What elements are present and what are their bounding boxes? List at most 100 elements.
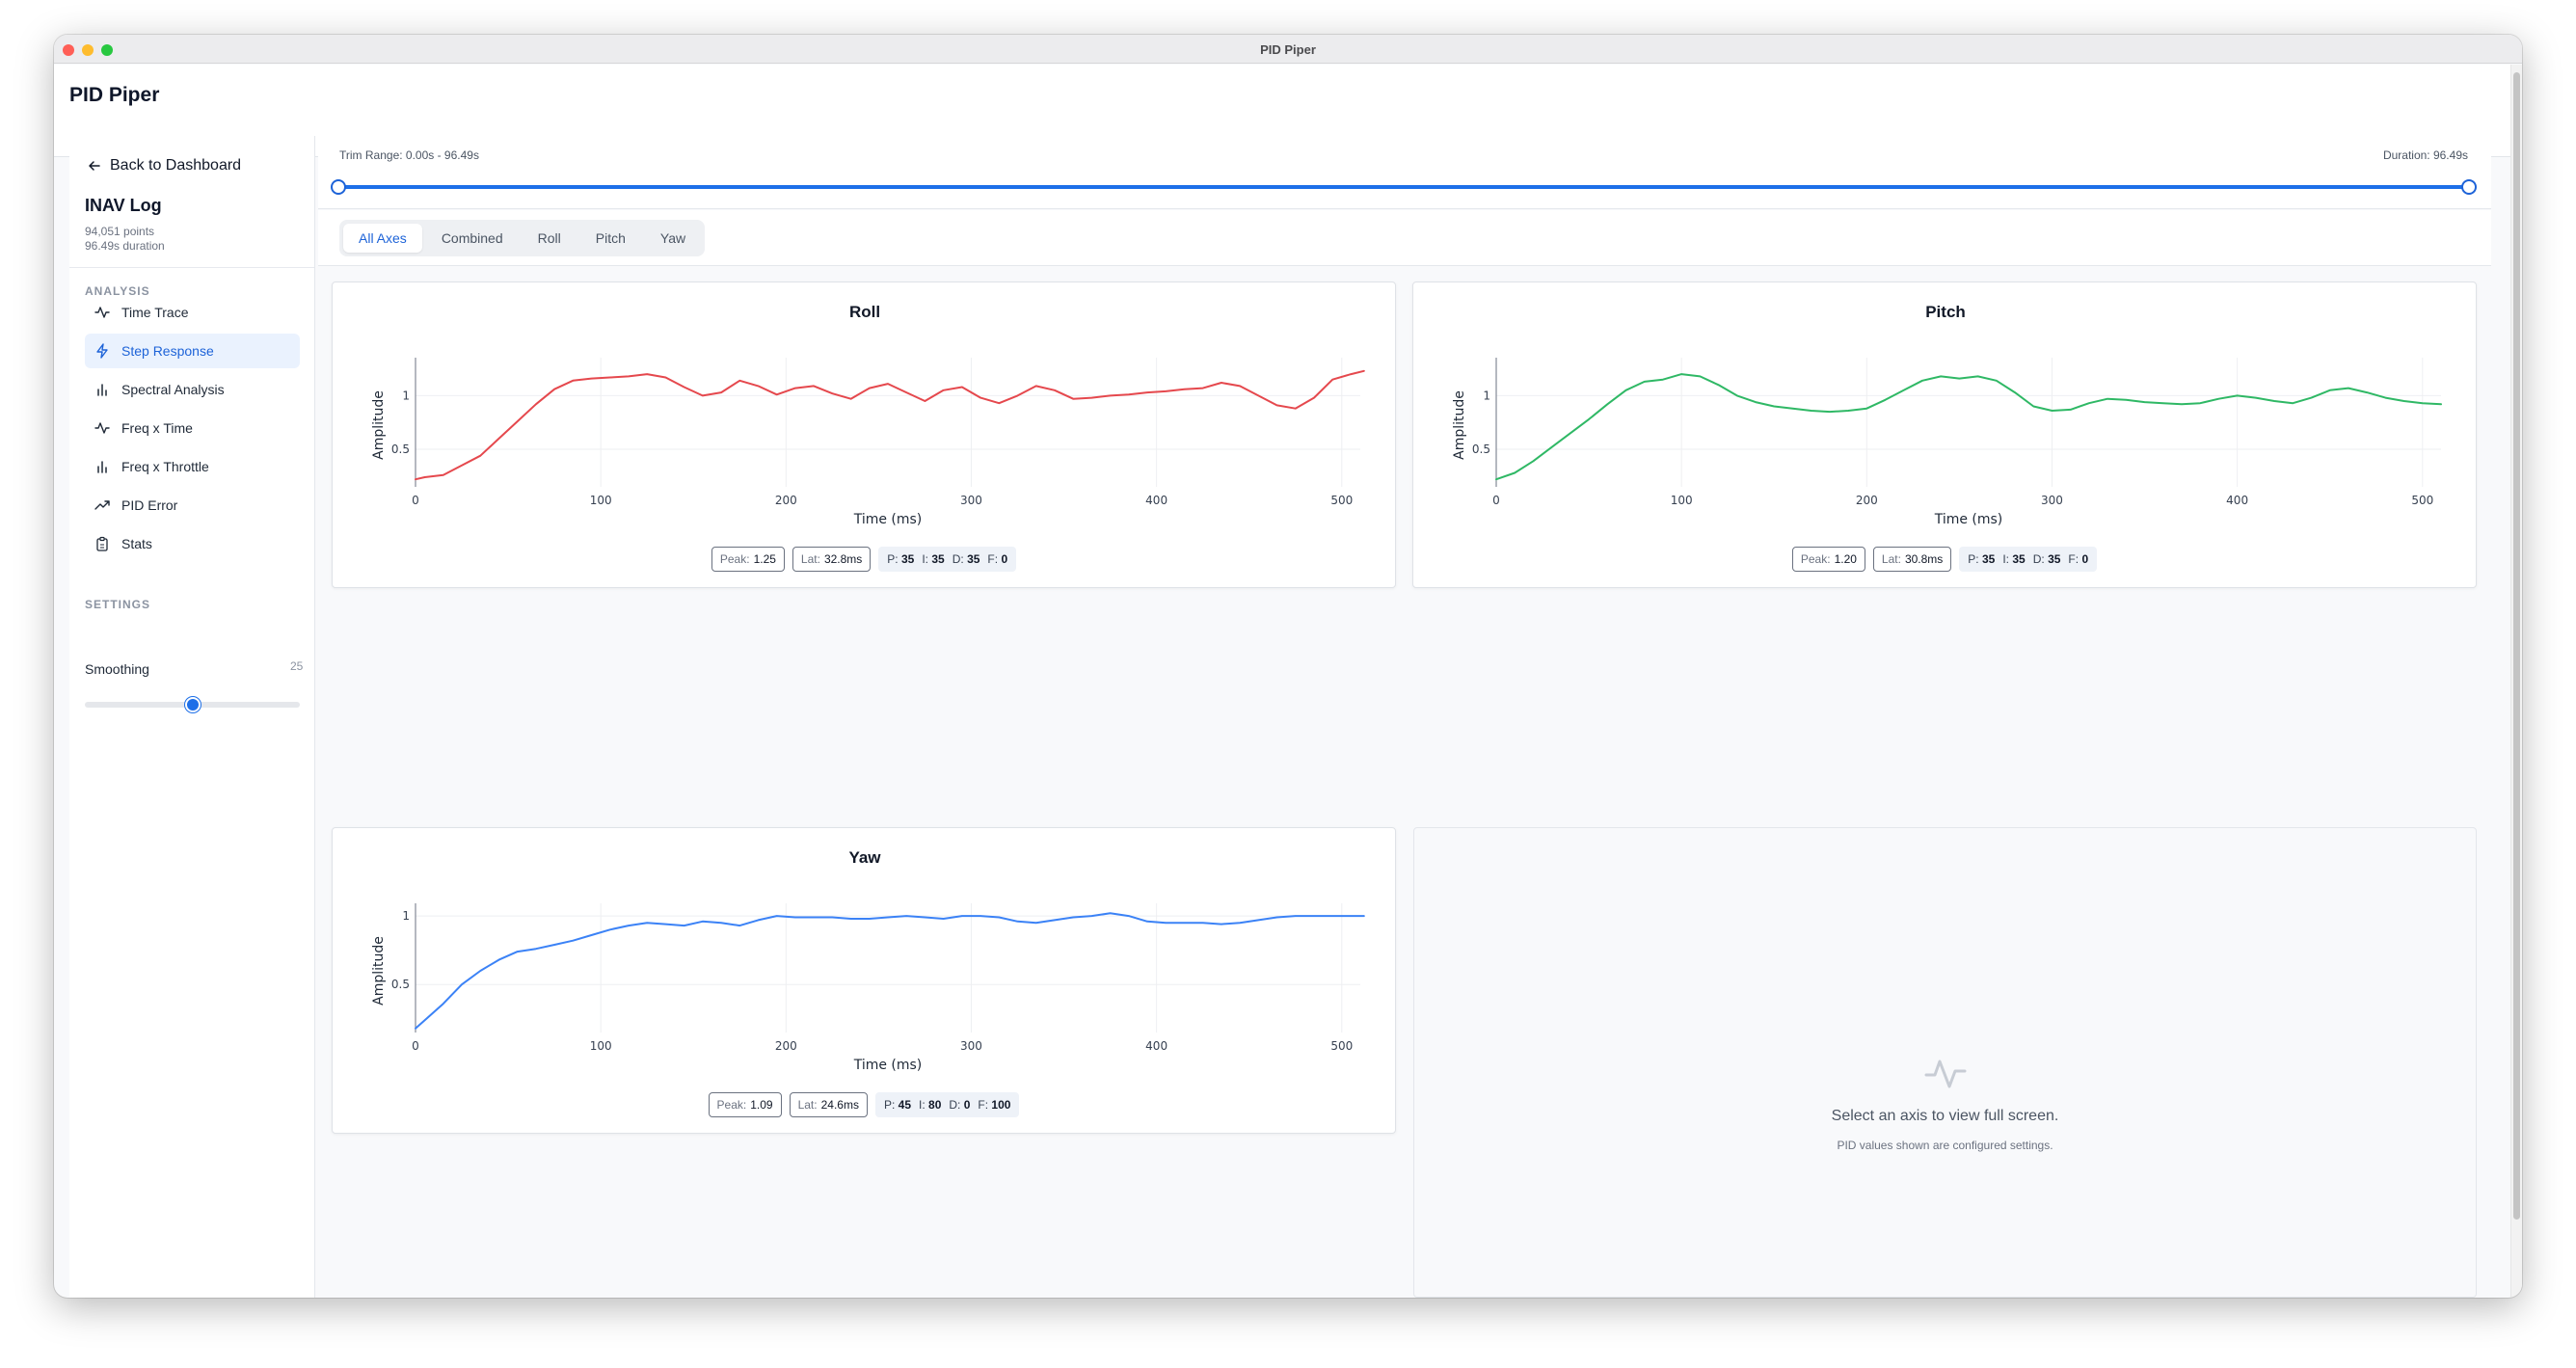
x-axis-label: Time (ms) <box>853 1058 923 1073</box>
y-axis-label: Amplitude <box>371 390 387 460</box>
sidebar-item-step-response[interactable]: Step Response <box>85 334 300 368</box>
settings-section-label: SETTINGS <box>85 598 151 611</box>
tab-yaw[interactable]: Yaw <box>659 230 686 246</box>
x-tick-label: 500 <box>2411 494 2433 507</box>
log-points: 94,051 points <box>85 225 155 238</box>
arrow-left-icon <box>89 161 100 171</box>
y-tick-label: 1 <box>402 909 410 923</box>
x-tick-label: 100 <box>590 494 612 507</box>
x-axis-label: Time (ms) <box>853 512 923 527</box>
sidebar-item-stats[interactable]: Stats <box>85 526 300 561</box>
sidebar-item-freq-x-throttle[interactable]: Freq x Throttle <box>85 449 300 484</box>
peak-badge: Peak: 1.09 <box>708 1092 782 1117</box>
scrollbar-thumb[interactable] <box>2513 72 2520 1220</box>
sidebar-item-label: PID Error <box>121 497 178 513</box>
sidebar-item-label: Spectral Analysis <box>121 382 225 397</box>
x-axis-label: Time (ms) <box>1934 512 2003 527</box>
x-tick-label: 0 <box>412 1039 419 1053</box>
sidebar-item-freq-x-time[interactable]: Freq x Time <box>85 411 300 445</box>
sidebar-item-label: Freq x Throttle <box>121 459 209 474</box>
analysis-section-label: ANALYSIS <box>85 284 150 298</box>
sidebar-divider <box>69 267 314 268</box>
y-axis-label: Amplitude <box>371 936 387 1006</box>
smoothing-slider-thumb[interactable] <box>184 697 201 712</box>
trim-range-track[interactable] <box>338 185 2469 189</box>
log-duration: 96.49s duration <box>85 239 165 253</box>
x-tick-label: 500 <box>1330 1039 1353 1053</box>
x-tick-label: 0 <box>1492 494 1500 507</box>
sidebar-item-label: Stats <box>121 536 152 551</box>
app-title: PID Piper <box>69 84 160 106</box>
sidebar-item-label: Freq x Time <box>121 420 193 436</box>
x-tick-label: 500 <box>1330 494 1353 507</box>
y-tick-label: 0.5 <box>391 443 410 456</box>
trim-start-handle[interactable] <box>331 179 346 195</box>
bar-chart-icon <box>97 461 107 473</box>
zap-icon <box>96 343 108 359</box>
x-tick-label: 100 <box>590 1039 612 1053</box>
roll-chart-card[interactable]: Roll 0 100 200 300 400 500 0.5 1 Time (ms) Amplitu… <box>332 282 1396 588</box>
close-window-button[interactable] <box>63 44 74 56</box>
y-tick-label: 1 <box>402 389 410 402</box>
vertical-scrollbar[interactable] <box>2510 65 2522 1298</box>
activity-icon <box>94 422 110 434</box>
tab-pitch[interactable]: Pitch <box>595 230 626 246</box>
pid-values-badge: P: 45 I: 80 D: 0 F: 100 <box>874 1092 1020 1117</box>
sidebar-item-label: Step Response <box>121 343 214 359</box>
roll-step-response-chart: Roll 0 100 200 300 400 500 0.5 1 Time (ms) Amplitu… <box>371 303 1365 527</box>
series-line-1 <box>415 369 1365 481</box>
chart-title: Pitch <box>1925 303 1966 321</box>
x-tick-label: 400 <box>1145 494 1167 507</box>
zoom-window-button[interactable] <box>101 44 113 56</box>
sidebar-item-spectral-analysis[interactable]: Spectral Analysis <box>85 372 300 407</box>
x-tick-label: 400 <box>1145 1039 1167 1053</box>
x-tick-label: 100 <box>1671 494 1693 507</box>
axis-tabs: All Axes Combined Roll Pitch Yaw <box>339 220 706 256</box>
smoothing-value: 25 <box>290 659 304 673</box>
trending-up-icon <box>94 500 110 510</box>
yaw-stats-row: Peak: 1.09 Lat: 24.6ms P: 45 I: 80 D: 0 F:… <box>333 1092 1395 1117</box>
clipboard-icon <box>96 536 108 551</box>
pitch-chart-card[interactable]: Pitch 0 100 200 300 400 500 0.5 1 Time (ms) Amplit… <box>1412 282 2477 588</box>
yaw-chart-card[interactable]: Yaw 0 100 200 300 400 500 0.5 1 Time (ms) Amplitud… <box>332 827 1396 1134</box>
x-tick-label: 400 <box>2226 494 2248 507</box>
x-tick-label: 200 <box>775 1039 797 1053</box>
y-tick-label: 1 <box>1483 389 1490 402</box>
log-title: INAV Log <box>85 196 162 215</box>
fullscreen-placeholder-panel: Select an axis to view full screen. PID … <box>1413 827 2477 1298</box>
trim-range-label: Trim Range: 0.00s - 96.49s <box>339 148 479 162</box>
series-line-1 <box>1495 373 2442 481</box>
app-window: PID Piper PID Piper Back to Dashboard IN… <box>54 35 2522 1298</box>
roll-stats-row: Peak: 1.25 Lat: 32.8ms P: 35 I: 35 D: 35 F… <box>333 547 1395 572</box>
back-to-dashboard-link[interactable]: Back to Dashboard <box>87 157 241 174</box>
back-label: Back to Dashboard <box>110 157 242 174</box>
axis-tab-bar: All Axes Combined Roll Pitch Yaw <box>318 210 2491 266</box>
chart-title: Roll <box>849 303 880 321</box>
window-title: PID Piper <box>1260 42 1316 57</box>
title-bar: PID Piper <box>54 35 2522 64</box>
sidebar-item-time-trace[interactable]: Time Trace <box>85 295 300 330</box>
smoothing-label: Smoothing <box>85 661 149 677</box>
peak-badge: Peak: 1.20 <box>1791 547 1865 572</box>
trim-end-handle[interactable] <box>2461 179 2477 195</box>
bar-chart-icon <box>97 384 107 396</box>
x-tick-label: 0 <box>412 494 419 507</box>
tab-combined[interactable]: Combined <box>441 230 503 246</box>
chart-title: Yaw <box>848 848 881 867</box>
pid-values-badge: P: 35 I: 35 D: 35 F: 0 <box>1959 547 2098 572</box>
sidebar-item-pid-error[interactable]: PID Error <box>85 488 300 523</box>
latency-badge: Lat: 30.8ms <box>1872 547 1952 572</box>
activity-icon <box>1924 1060 1967 1088</box>
x-tick-label: 200 <box>1856 494 1878 507</box>
tab-roll[interactable]: Roll <box>537 230 561 246</box>
duration-label: Duration: 96.49s <box>2382 148 2468 162</box>
pid-values-badge: P: 35 I: 35 D: 35 F: 0 <box>878 547 1017 572</box>
y-tick-label: 0.5 <box>1472 443 1490 456</box>
latency-badge: Lat: 24.6ms <box>789 1092 868 1117</box>
placeholder-message: Select an axis to view full screen. <box>1831 1108 2059 1124</box>
tab-all-axes[interactable]: All Axes <box>343 224 422 253</box>
x-tick-label: 200 <box>775 494 797 507</box>
sidebar: Back to Dashboard INAV Log 94,051 points… <box>69 136 315 1298</box>
sidebar-item-label: Time Trace <box>121 305 189 320</box>
minimize-window-button[interactable] <box>82 44 94 56</box>
